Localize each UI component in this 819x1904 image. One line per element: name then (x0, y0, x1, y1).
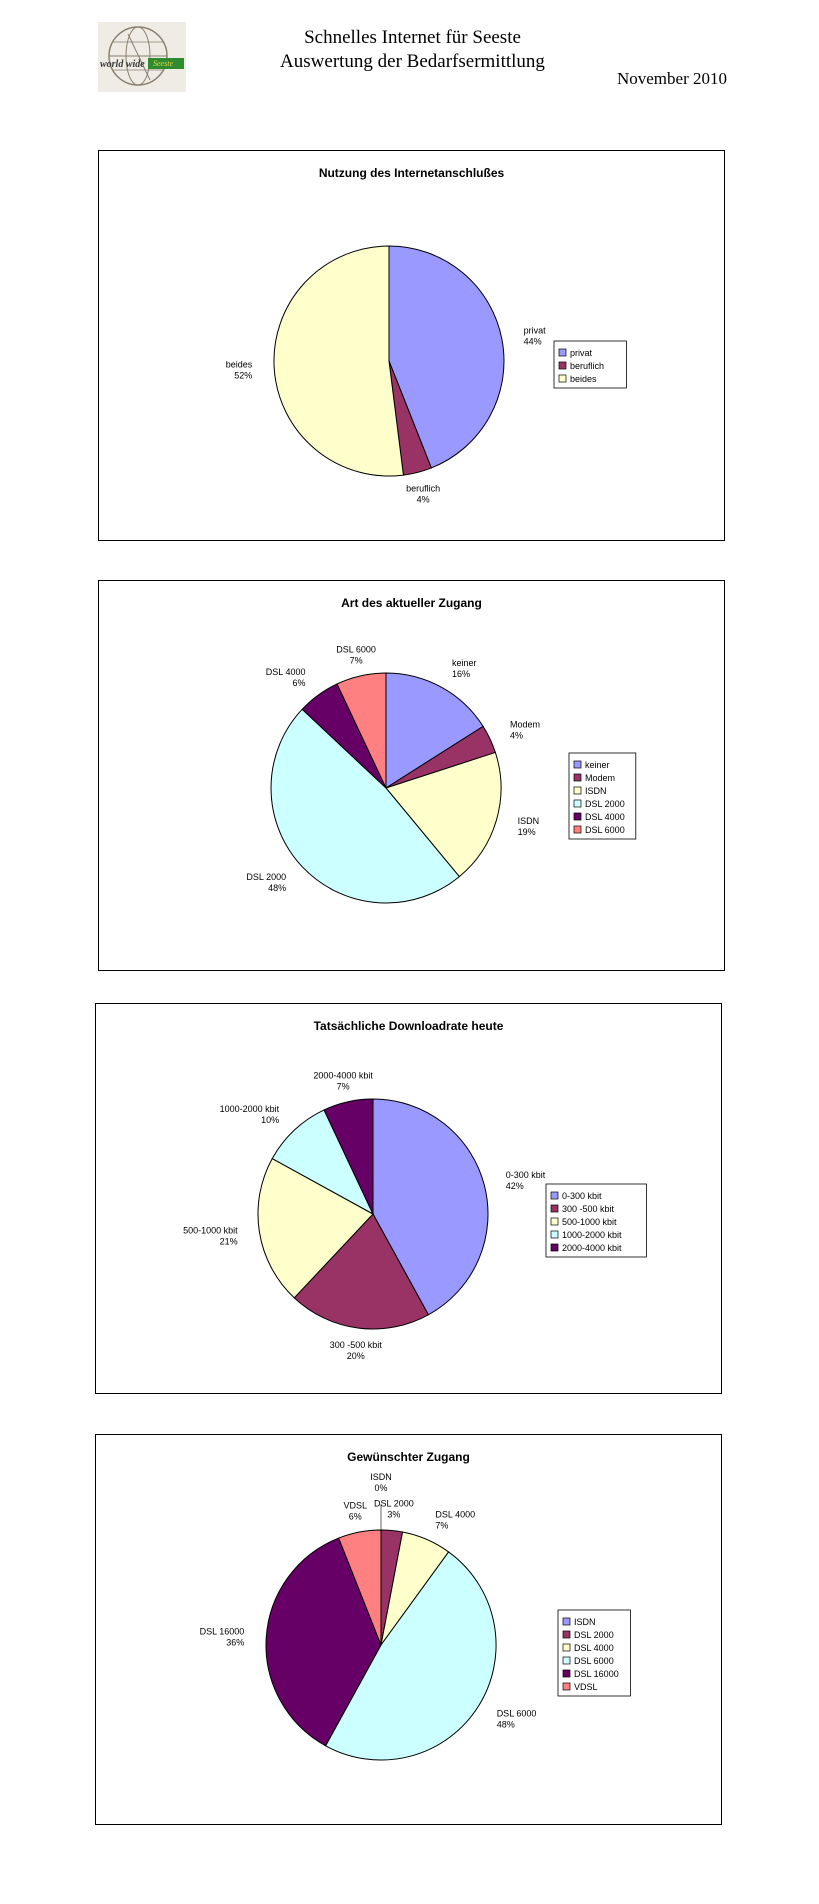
data-label-keiner: keiner 16% (452, 658, 477, 679)
logo-text-right: Seeste (153, 59, 173, 68)
legend-swatch-dsl-6000 (562, 1656, 571, 1665)
world-wide-seeste-logo: world wide Seeste (98, 22, 186, 92)
pie-slice-dsl-16000 (265, 1537, 382, 1747)
legend-swatch-dsl-4000 (562, 1643, 571, 1652)
legend-label-300-500-kbit: 300 -500 kbit (562, 1204, 615, 1214)
chart-title: Nutzung des Internetanschlußes (319, 166, 505, 180)
legend-swatch-keiner (573, 760, 582, 769)
legend-label-isdn: ISDN (574, 1617, 596, 1627)
legend-swatch-dsl-4000 (573, 812, 582, 821)
data-label-isdn: ISDN 19% (518, 816, 540, 837)
data-label-beruflich: beruflich 4% (406, 484, 440, 505)
legend (545, 1183, 647, 1258)
legend-label-2000-4000-kbit: 2000-4000 kbit (562, 1243, 622, 1253)
legend-swatch-dsl-16000 (562, 1669, 571, 1678)
legend-label-dsl-2000: DSL 2000 (574, 1630, 614, 1640)
chart-svg: Tatsächliche Downloadrate heute 0-300 kbi… (183, 1019, 647, 1361)
data-label-0-300-kbit: 0-300 kbit 42% (506, 1170, 546, 1191)
data-label-dsl-2000: DSL 2000 48% (246, 872, 286, 893)
pie-slice-0-300-kbit (372, 1098, 489, 1316)
legend-swatch-2000-4000-kbit (550, 1243, 559, 1252)
pie-slice-1000-2000-kbit (271, 1109, 375, 1216)
legend-swatch-isdn (562, 1617, 571, 1626)
data-label-vdsl: VDSL 6% (344, 1500, 368, 1521)
legend-label-modem: Modem (585, 773, 615, 783)
data-label-dsl-6000: DSL 6000 48% (497, 1708, 537, 1729)
data-label-dsl-4000: DSL 4000 6% (266, 667, 306, 688)
legend-label-500-1000-kbit: 500-1000 kbit (562, 1217, 617, 1227)
legend-swatch-1000-2000-kbit (550, 1230, 559, 1239)
legend-swatch-dsl-2000 (562, 1630, 571, 1639)
chart-title: Gewünschter Zugang (347, 1450, 470, 1464)
legend-label-keiner: keiner (585, 760, 610, 770)
chart-svg: Gewünschter Zugang ISDN 0% DSL 2000 3% DSL 40… (200, 1450, 631, 1761)
legend-swatch-isdn (573, 786, 582, 795)
chart-gewuenschter-zugang: Gewünschter Zugang ISDN 0% DSL 2000 3% DSL 40… (95, 1434, 722, 1825)
title-line-2: Auswertung der Bedarfsermittlung (280, 51, 545, 72)
pie-slice-keiner (385, 672, 484, 789)
pie-slice-isdn (385, 751, 502, 878)
chart-aktueller-zugang: Art des aktueller Zugang keiner 16% Modem 4%… (98, 580, 725, 971)
legend-label-dsl-6000: DSL 6000 (585, 825, 625, 835)
chart-svg: Art des aktueller Zugang keiner 16% Modem 4%… (246, 596, 637, 904)
legend-label-beides: beides (570, 374, 597, 384)
legend-swatch-dsl-6000 (573, 825, 582, 834)
legend-swatch-300-500-kbit (550, 1204, 559, 1213)
chart-nutzung: Nutzung des Internetanschlußes privat 44% b… (98, 150, 725, 541)
data-label-300-500-kbit: 300 -500 kbit 20% (330, 1340, 383, 1361)
data-label-2000-4000-kbit: 2000-4000 kbit 7% (313, 1070, 373, 1091)
pie-slice-2000-4000-kbit (323, 1098, 374, 1215)
data-label-dsl-16000: DSL 16000 36% (200, 1626, 245, 1647)
data-label-modem: Modem 4% (510, 720, 540, 741)
legend-label-privat: privat (570, 348, 593, 358)
chart-title: Art des aktueller Zugang (341, 596, 482, 610)
chart-downloadrate: Tatsächliche Downloadrate heute 0-300 kbi… (95, 1003, 722, 1394)
chart-title: Tatsächliche Downloadrate heute (314, 1019, 504, 1033)
data-label-dsl-6000: DSL 6000 7% (336, 644, 376, 665)
data-label-isdn: ISDN 0% (370, 1472, 392, 1493)
data-label-privat: privat 44% (524, 325, 547, 346)
legend-swatch-beruflich (558, 361, 567, 370)
data-label-1000-2000-kbit: 1000-2000 kbit 10% (220, 1104, 280, 1125)
legend-label-dsl-2000: DSL 2000 (585, 799, 625, 809)
chart-svg: Nutzung des Internetanschlußes privat 44% b… (226, 166, 627, 505)
pie-slice-dsl-6000 (336, 672, 387, 789)
legend-swatch-0-300-kbit (550, 1191, 559, 1200)
pie-slice-beides (273, 245, 404, 477)
legend-swatch-privat (558, 348, 567, 357)
title-line-1: Schnelles Internet für Seeste (304, 27, 521, 48)
legend-label-dsl-4000: DSL 4000 (585, 812, 625, 822)
legend-label-dsl-16000: DSL 16000 (574, 1669, 619, 1679)
legend-label-1000-2000-kbit: 1000-2000 kbit (562, 1230, 622, 1240)
document-title: Schnelles Internet für Seeste Auswertung… (190, 26, 635, 74)
data-label-dsl-4000: DSL 4000 7% (435, 1509, 475, 1530)
legend-label-beruflich: beruflich (570, 361, 604, 371)
legend-swatch-vdsl (562, 1682, 571, 1691)
pie-slice-dsl-6000 (324, 1551, 497, 1761)
pie-slice-dsl-2000 (270, 708, 461, 904)
legend-label-0-300-kbit: 0-300 kbit (562, 1191, 602, 1201)
pie-slice-500-1000-kbit (257, 1157, 374, 1299)
legend-swatch-modem (573, 773, 582, 782)
pie-slice-300-500-kbit (293, 1213, 430, 1330)
legend-swatch-dsl-2000 (573, 799, 582, 808)
legend-label-vdsl: VDSL (574, 1682, 598, 1692)
logo-text-left: world wide (100, 59, 145, 70)
data-label-500-1000-kbit: 500-1000 kbit 21% (183, 1225, 238, 1246)
document-date: November 2010 (616, 69, 727, 88)
legend-swatch-beides (558, 374, 567, 383)
legend-label-isdn: ISDN (585, 786, 607, 796)
legend-swatch-500-1000-kbit (550, 1217, 559, 1226)
data-label-beides: beides 52% (226, 360, 253, 381)
legend-label-dsl-6000: DSL 6000 (574, 1656, 614, 1666)
legend-label-dsl-4000: DSL 4000 (574, 1643, 614, 1653)
pie-slice-privat (388, 245, 505, 469)
pie-slice-vdsl (338, 1529, 382, 1646)
data-label-dsl-2000: DSL 2000 3% (374, 1499, 414, 1520)
